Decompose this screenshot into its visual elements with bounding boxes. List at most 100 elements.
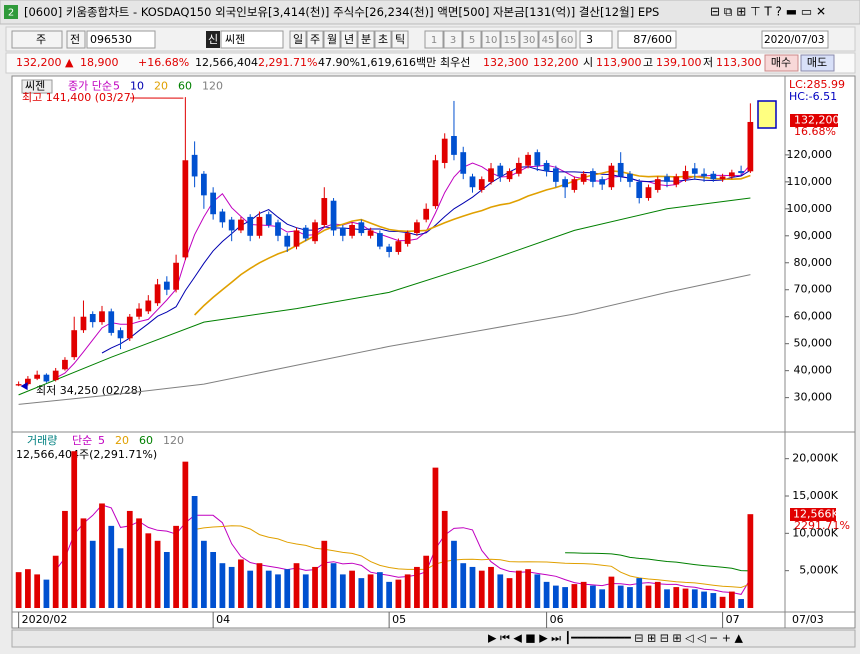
chart-name: 씨젠 — [25, 80, 45, 93]
volume-bar — [525, 569, 531, 608]
interval-button[interactable] — [374, 30, 392, 49]
unit-button[interactable] — [462, 30, 482, 49]
code-box[interactable] — [86, 30, 156, 49]
quote-change: 18,900 — [80, 56, 119, 69]
unit-button[interactable] — [519, 30, 539, 49]
volume-bar — [599, 589, 606, 608]
unit-label[interactable]: 1 — [431, 35, 437, 46]
ma-label: 종가 단순 — [68, 80, 112, 93]
interval-button[interactable] — [391, 30, 409, 49]
interval-label[interactable]: 주 — [310, 33, 320, 46]
buy-label[interactable]: 매수 — [771, 56, 791, 69]
unit-label[interactable]: 3 — [450, 35, 456, 46]
date-box[interactable] — [761, 30, 829, 49]
buy-button[interactable] — [764, 54, 799, 72]
x-tick-label: 04 — [216, 613, 230, 626]
step-box[interactable] — [579, 30, 613, 49]
candle-body — [173, 262, 179, 290]
control-icons[interactable]: ⊟ ⧉ ⊞ ⊤ T ? ▬ ▭ ✕ — [710, 5, 826, 19]
unit-button[interactable] — [481, 30, 501, 49]
unit-label[interactable]: 30 — [523, 35, 536, 46]
volume-bar — [682, 588, 689, 608]
volume-bar — [590, 585, 596, 608]
volume-bar — [451, 540, 457, 608]
scrollbar[interactable] — [11, 629, 856, 648]
interval-label[interactable]: 월 — [327, 33, 337, 46]
period-box[interactable] — [11, 30, 63, 49]
sell-button[interactable] — [800, 54, 835, 72]
badge-bg — [4, 5, 18, 19]
x-tick-label: 2020/02 — [22, 613, 68, 626]
x-tick-label: 05 — [392, 613, 406, 626]
name-box[interactable] — [220, 30, 284, 49]
count-box[interactable] — [617, 30, 677, 49]
candle-body — [284, 235, 291, 247]
volume-bar — [395, 579, 402, 608]
volume-bar — [275, 574, 281, 608]
interval-label[interactable]: 틱 — [395, 33, 405, 46]
unit-label[interactable]: 5 — [469, 35, 475, 46]
volume-bar — [312, 566, 318, 608]
candle-body — [728, 172, 735, 177]
prev-box[interactable] — [66, 30, 86, 49]
date[interactable]: 2020/07/03 — [764, 34, 825, 46]
unit-button[interactable] — [557, 30, 577, 49]
interval-label[interactable]: 분 — [361, 33, 371, 46]
candle-body — [719, 176, 726, 180]
candle-body — [191, 154, 198, 177]
unit-button[interactable] — [538, 30, 558, 49]
volume-bar — [284, 569, 291, 608]
candle-body — [386, 246, 393, 252]
unit-button[interactable] — [443, 30, 463, 49]
unit-button[interactable] — [424, 30, 444, 49]
code[interactable]: 096530 — [90, 33, 132, 46]
volume-bar — [238, 559, 244, 608]
volume-ma-line — [194, 525, 751, 589]
credit-box[interactable] — [206, 31, 220, 48]
prev[interactable]: 전 — [70, 33, 80, 46]
credit[interactable]: 신 — [208, 33, 218, 46]
sell-label[interactable]: 매도 — [807, 56, 827, 69]
stock-name[interactable]: 씨젠 — [225, 33, 245, 46]
volume-bar — [488, 566, 494, 608]
quote-best-label: 최우선 — [440, 56, 470, 69]
interval-button[interactable] — [357, 30, 375, 49]
candle-body — [562, 179, 568, 188]
interval-button[interactable] — [323, 30, 341, 49]
interval-label[interactable]: 초 — [378, 33, 388, 46]
candle-body — [238, 219, 244, 231]
ma-line — [101, 166, 751, 354]
interval-button[interactable] — [306, 30, 324, 49]
unit-label[interactable]: 45 — [542, 35, 555, 46]
volume-bar — [534, 574, 541, 608]
window-title: [0600] 키움종합차트 - KOSDAQ150 외국인보유[3,414(천)… — [24, 5, 659, 19]
volume-bar — [43, 579, 50, 608]
count[interactable]: 87/600 — [633, 33, 672, 46]
candle-body — [265, 214, 272, 226]
interval-button[interactable] — [340, 30, 358, 49]
candle-body — [710, 173, 717, 180]
scroll-controls[interactable]: ▶ ⏮ ◀ ■ ▶ ⏭ ┃━━━━━━━━━ ⊟ ⊞ ⊟ ⊞ ◁ ◁ − + ▲ — [488, 631, 743, 645]
window-controls[interactable]: ⊟ ⧉ ⊞ ⊤ T ? ▬ ▭ ✕ — [704, 5, 854, 21]
candle-body — [126, 316, 133, 339]
period[interactable]: 주 — [36, 33, 46, 46]
unit-button[interactable] — [500, 30, 520, 49]
unit-label[interactable]: 10 — [485, 35, 498, 46]
interval-label[interactable]: 년 — [344, 33, 354, 46]
step[interactable]: 3 — [586, 33, 593, 46]
volume-bar — [562, 587, 568, 608]
volume-bar — [339, 574, 346, 608]
quote-open: 113,900 — [596, 56, 642, 69]
volume-bar — [349, 570, 355, 608]
candle-body — [599, 179, 606, 185]
volume-bar — [302, 574, 309, 608]
candle-body — [682, 171, 689, 180]
y-tick-label: 100,000 — [787, 202, 833, 215]
interval-button[interactable] — [289, 30, 307, 49]
candle-body — [302, 227, 309, 239]
unit-label[interactable]: 15 — [504, 35, 517, 46]
candle-body — [201, 173, 207, 196]
y-tick-label: 120,000 — [787, 148, 833, 161]
unit-label[interactable]: 60 — [561, 35, 574, 46]
interval-label[interactable]: 일 — [293, 32, 303, 46]
